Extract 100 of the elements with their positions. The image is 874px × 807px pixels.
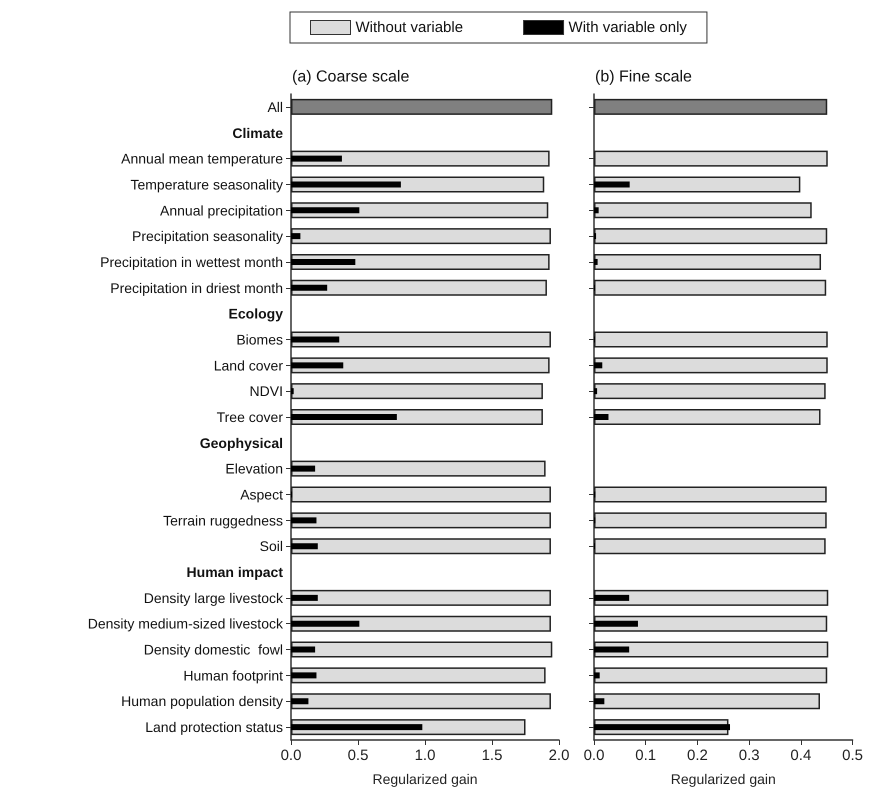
y-tick-label: Tree cover <box>216 409 284 425</box>
y-tick-label: Density large livestock <box>144 590 284 606</box>
bar <box>594 667 828 684</box>
bar <box>291 517 316 524</box>
bar <box>291 181 401 188</box>
bar <box>594 512 827 528</box>
bar <box>594 409 821 425</box>
y-tick-label: Temperature seasonality <box>130 176 283 192</box>
bar <box>291 667 546 684</box>
bar <box>594 258 598 265</box>
y-tick-label: Human footprint <box>183 667 284 684</box>
bar <box>291 228 551 244</box>
bar <box>291 693 551 710</box>
y-tick-label: All <box>267 98 283 115</box>
bar <box>594 590 828 606</box>
bar <box>291 156 342 162</box>
bar <box>291 331 551 348</box>
bar <box>594 362 602 368</box>
y-tick-label: Precipitation in wettest month <box>100 254 283 270</box>
bar <box>594 693 820 710</box>
y-tick-label: Land protection status <box>145 719 283 736</box>
bar <box>594 486 827 503</box>
y-tick-label: Geophysical <box>200 434 283 451</box>
x-tick-label: 0.5 <box>842 747 864 764</box>
y-tick-label: Density domestic fowl <box>144 642 283 658</box>
bar <box>291 486 551 503</box>
bar <box>594 414 608 420</box>
bar <box>594 698 604 704</box>
legend-label: With variable only <box>568 19 688 36</box>
x-tick-label: 0.4 <box>790 747 812 764</box>
y-tick-label: Annual mean temperature <box>121 150 284 167</box>
bar <box>291 150 550 167</box>
bar <box>594 150 828 167</box>
bar <box>594 594 630 601</box>
bar <box>594 98 828 115</box>
bar <box>291 466 316 472</box>
x-axis-title: Regularized gain <box>372 771 478 787</box>
bar <box>291 642 552 658</box>
bar <box>594 616 828 632</box>
y-tick-label: Annual precipitation <box>160 202 283 218</box>
bar <box>291 620 360 627</box>
y-tick-label: Terrain ruggedness <box>163 512 283 528</box>
bar <box>291 414 397 420</box>
bar <box>594 207 599 214</box>
legend-label: Without variable <box>356 19 464 36</box>
chart-title: (a) Coarse scale <box>292 68 410 86</box>
bar <box>291 594 318 601</box>
bar <box>594 202 812 218</box>
bar <box>594 228 828 244</box>
bar <box>594 254 822 270</box>
x-tick-label: 0.2 <box>687 747 708 764</box>
bar <box>594 383 826 400</box>
bar <box>594 672 600 678</box>
bar <box>594 280 826 296</box>
bar <box>291 357 550 374</box>
bar <box>594 538 826 554</box>
bar <box>594 176 800 192</box>
bar <box>291 280 547 296</box>
bar <box>594 642 828 658</box>
bar <box>594 724 730 730</box>
bar <box>594 331 828 348</box>
bar <box>291 646 316 653</box>
y-tick-label: Land cover <box>214 357 284 374</box>
y-tick-label: Soil <box>260 538 283 554</box>
bar <box>291 512 551 528</box>
bar <box>291 207 360 214</box>
bar <box>291 672 316 678</box>
x-tick-label: 0.5 <box>348 747 368 764</box>
x-tick-label: 1.0 <box>414 747 436 764</box>
bar <box>291 258 356 265</box>
y-tick-label: Climate <box>232 124 284 141</box>
x-tick-label: 0.3 <box>738 747 760 764</box>
y-tick-label: Ecology <box>228 306 284 322</box>
y-tick-label: Precipitation in driest month <box>110 280 283 296</box>
bar <box>291 383 543 400</box>
bar <box>291 284 328 291</box>
bar <box>291 590 551 606</box>
bar <box>291 460 546 477</box>
x-tick-label: 0.1 <box>635 747 656 764</box>
x-tick-label: 1.5 <box>482 747 502 764</box>
bar <box>291 362 344 368</box>
bar <box>594 357 828 374</box>
bar <box>291 698 308 704</box>
y-tick-label: NDVI <box>250 383 283 400</box>
x-tick-label: 2.0 <box>548 747 570 764</box>
bar <box>594 388 598 394</box>
x-tick-label: 0.0 <box>280 747 302 764</box>
bar <box>594 646 630 653</box>
x-tick-label: 0.0 <box>584 747 604 764</box>
y-tick-label: Biomes <box>236 331 283 348</box>
y-tick-label: Human population density <box>121 693 283 710</box>
y-tick-label: Aspect <box>240 486 284 503</box>
bar <box>291 336 340 342</box>
chart-title: (b) Fine scale <box>595 68 692 86</box>
bar <box>594 181 630 188</box>
y-tick-label: Density medium-sized livestock <box>88 616 284 632</box>
bar <box>594 620 638 627</box>
bar <box>291 233 300 240</box>
bar <box>291 538 551 554</box>
bar <box>291 543 318 550</box>
